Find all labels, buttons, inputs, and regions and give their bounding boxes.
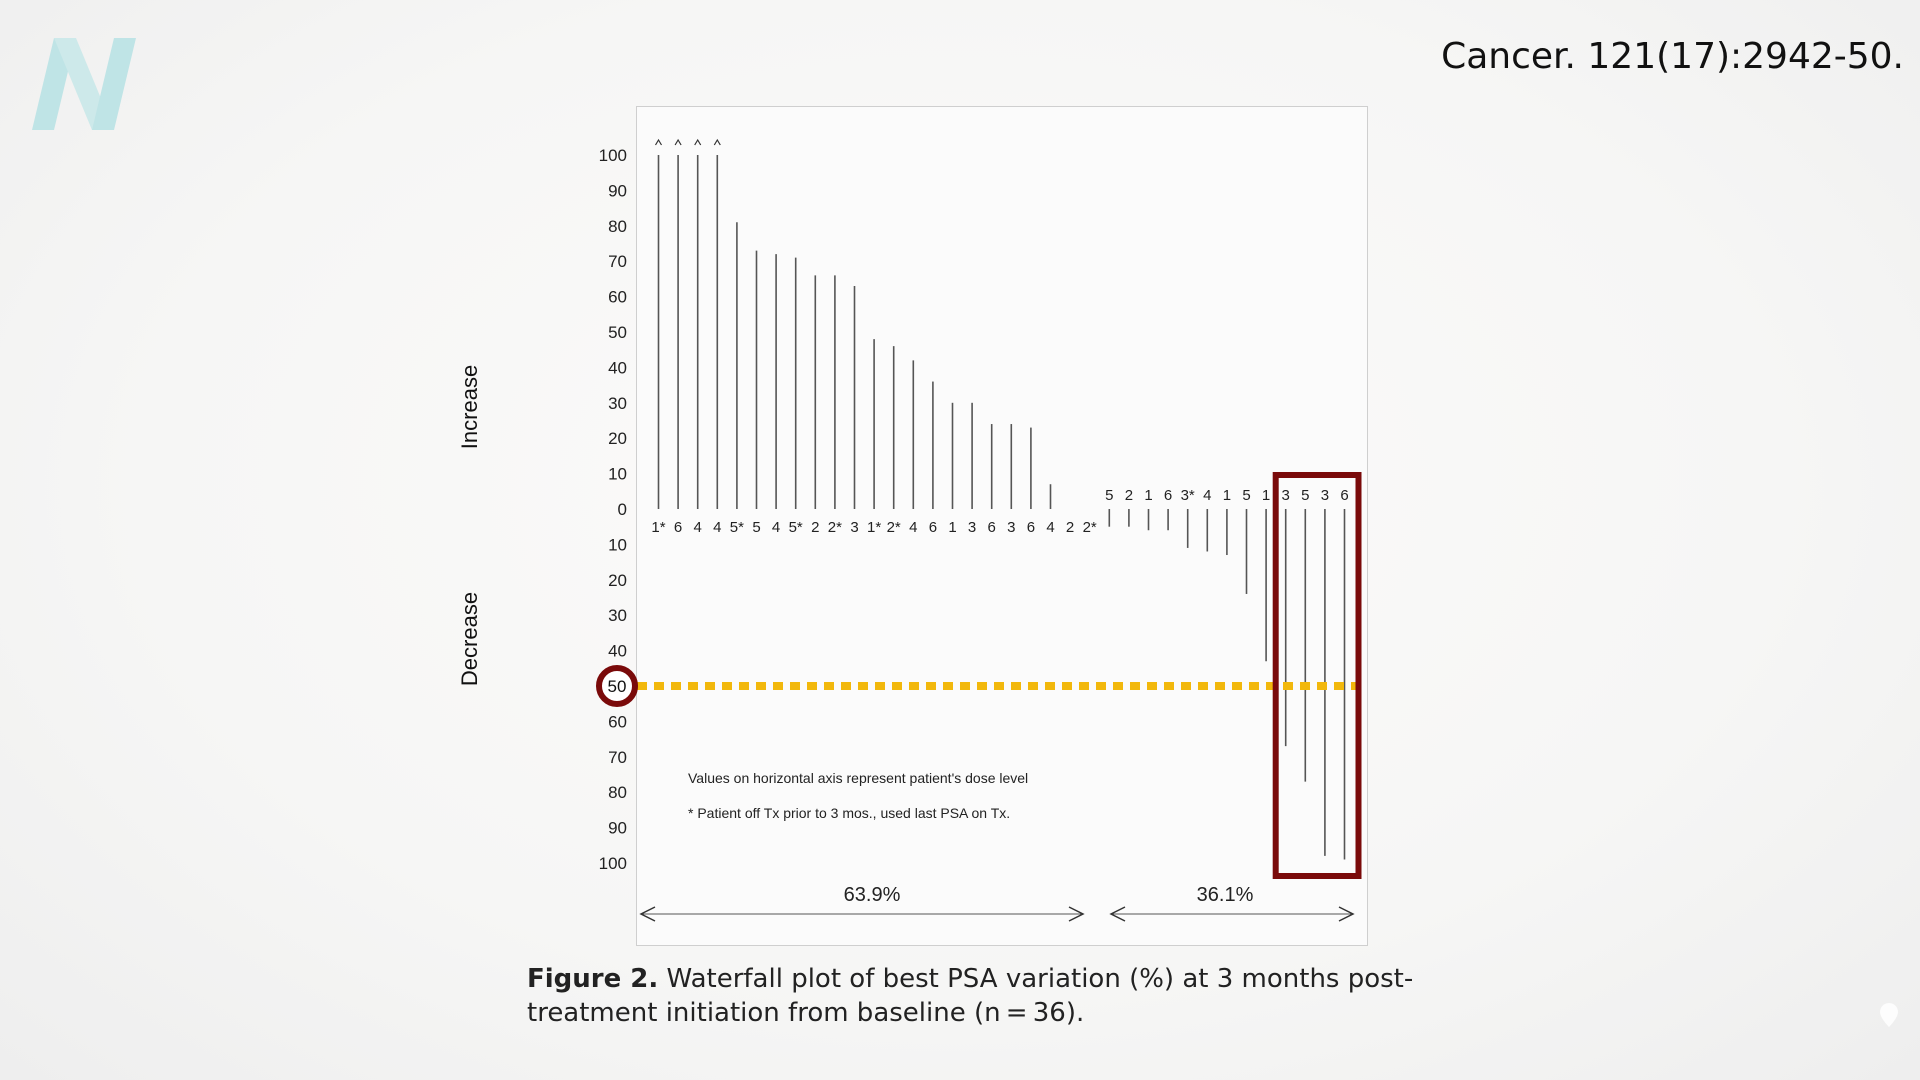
y-tick-label: 80 — [608, 783, 627, 802]
y-tick-label: 40 — [608, 642, 627, 661]
category-label: 3 — [850, 519, 858, 536]
category-label: 4 — [1203, 487, 1211, 504]
category-label: 2 — [1066, 519, 1074, 536]
bar-cap-arrow — [694, 138, 702, 146]
category-label: 4 — [772, 519, 780, 536]
threshold-circle — [596, 665, 638, 707]
category-label: 4 — [909, 519, 917, 536]
category-label: 1* — [867, 519, 881, 536]
category-label: 2* — [1083, 519, 1097, 536]
category-label: 6 — [988, 519, 996, 536]
y-tick-label: 10 — [608, 535, 627, 554]
y-tick-label: 40 — [608, 358, 627, 377]
pin-icon — [1880, 1003, 1898, 1027]
caption-label: Figure 2. — [527, 964, 659, 994]
bars — [654, 138, 1346, 860]
category-label: 3 — [968, 519, 976, 536]
y-tick-label: 80 — [608, 217, 627, 236]
category-label: 2 — [811, 519, 819, 536]
y-tick-label: 70 — [608, 748, 627, 767]
category-label: 5 — [752, 519, 760, 536]
y-tick-label: 20 — [608, 571, 627, 590]
category-label: 6 — [1340, 487, 1348, 504]
y-tick-label: 60 — [608, 712, 627, 731]
category-label: 5 — [1242, 487, 1250, 504]
annotation-dose: Values on horizontal axis represent pati… — [688, 770, 1028, 786]
logo-icon — [32, 38, 136, 130]
bar-cap-arrow — [674, 138, 682, 146]
y-tick-label: 100 — [599, 146, 627, 165]
caption-text: Waterfall plot of best PSA variation (%)… — [527, 964, 1414, 1028]
y-tick-label: 10 — [608, 465, 627, 484]
category-label: 4 — [694, 519, 702, 536]
category-label: 3 — [1321, 487, 1329, 504]
chart-frame: Increase Decrease 100 90 80 70 60 50 40 30 20 10 0… — [457, 106, 1368, 946]
bracket-label-right: 36.1% — [1197, 884, 1254, 906]
category-label: 4 — [1046, 519, 1054, 536]
ylabel-decrease: Decrease — [457, 592, 482, 686]
category-label: 5 — [1301, 487, 1309, 504]
category-label: 1 — [1262, 487, 1270, 504]
category-label: 1 — [1144, 487, 1152, 504]
logo-stroke-right — [92, 38, 136, 130]
y-tick-label: 90 — [608, 819, 627, 838]
y-tick-label: 90 — [608, 181, 627, 200]
category-label: 5* — [789, 519, 803, 536]
category-label: 3 — [1282, 487, 1290, 504]
category-label: 6 — [674, 519, 682, 536]
bar-cap-arrow — [713, 138, 721, 146]
category-label: 2* — [887, 519, 901, 536]
threshold-label: 50 — [608, 677, 627, 696]
category-label: 4 — [713, 519, 721, 536]
category-label: 1 — [1223, 487, 1231, 504]
highlight-box — [1272, 472, 1362, 879]
bracket-left: 63.9% — [639, 884, 1085, 922]
category-label: 6 — [1027, 519, 1035, 536]
category-label: 6 — [1164, 487, 1172, 504]
bar-cap-arrow — [654, 138, 663, 146]
ylabel-increase: Increase — [457, 365, 482, 449]
y-tick-label: 20 — [608, 429, 627, 448]
y-ticks: 1009080706050403020100102030406070809010… — [599, 146, 627, 873]
category-label: 2 — [1125, 487, 1133, 504]
bracket-label-left: 63.9% — [844, 884, 901, 906]
annotation-off-tx: * Patient off Tx prior to 3 mos., used l… — [688, 805, 1010, 821]
bracket-right: 36.1% — [1109, 884, 1355, 922]
y-tick-label: 0 — [618, 500, 627, 519]
y-tick-label: 50 — [608, 323, 627, 342]
y-tick-label: 70 — [608, 252, 627, 271]
category-labels: 1* 6 4 4 5* 5 4 5* 2 2* 3 1* 2* 4 6 1 3 6 3 6 4 2 2*5 2 1 6 3* 4 1 5 1… — [651, 487, 1348, 536]
y-tick-label: 60 — [608, 288, 627, 307]
category-label: 6 — [929, 519, 937, 536]
y-tick-label: 100 — [599, 854, 627, 873]
waterfall-chart: Increase Decrease 1009080706050403020100… — [457, 138, 1362, 922]
category-label: 2* — [828, 519, 842, 536]
category-label: 1 — [948, 519, 956, 536]
category-label: 3 — [1007, 519, 1015, 536]
category-label: 3* — [1181, 487, 1195, 504]
citation: Cancer. 121(17):2942-50. — [1441, 36, 1904, 77]
figure-caption: Figure 2. Waterfall plot of best PSA var… — [527, 962, 1427, 1030]
category-label: 5 — [1105, 487, 1113, 504]
category-label: 5* — [730, 519, 744, 536]
y-tick-label: 30 — [608, 394, 627, 413]
category-label: 1* — [651, 519, 665, 536]
y-tick-label: 30 — [608, 606, 627, 625]
